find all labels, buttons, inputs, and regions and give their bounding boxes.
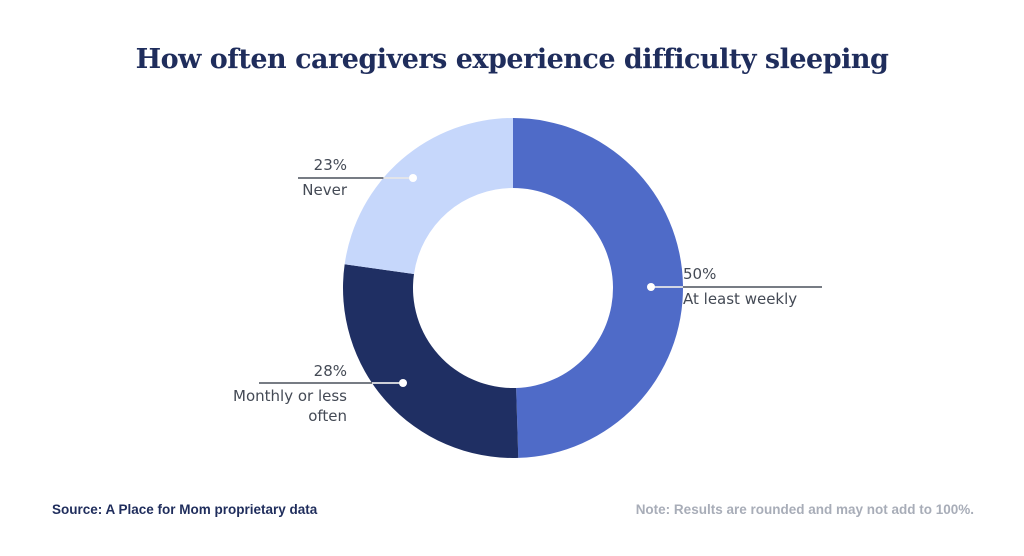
donut-slice-2 xyxy=(344,118,513,275)
source-text: Source: A Place for Mom proprietary data xyxy=(52,502,318,517)
category-label: At least weekly xyxy=(683,290,798,308)
donut-slice-0 xyxy=(513,118,683,458)
category-label: Never xyxy=(302,181,347,199)
slice-label-never: 23% Never xyxy=(227,155,347,200)
chart-title: How often caregivers experience difficul… xyxy=(135,44,889,75)
donut-slice-1 xyxy=(343,264,519,458)
category-label: Monthly or less often xyxy=(233,387,347,425)
leader-dot-1 xyxy=(399,379,407,387)
slice-label-monthly: 28% Monthly or less often xyxy=(227,361,347,426)
note-text: Note: Results are rounded and may not ad… xyxy=(635,502,974,517)
value-label: 28% xyxy=(313,362,347,380)
leader-dot-0 xyxy=(647,283,655,291)
leader-dot-2 xyxy=(409,174,417,182)
value-label: 50% xyxy=(683,265,717,283)
value-label: 23% xyxy=(313,156,347,174)
slice-label-weekly: 50% At least weekly xyxy=(683,264,797,309)
